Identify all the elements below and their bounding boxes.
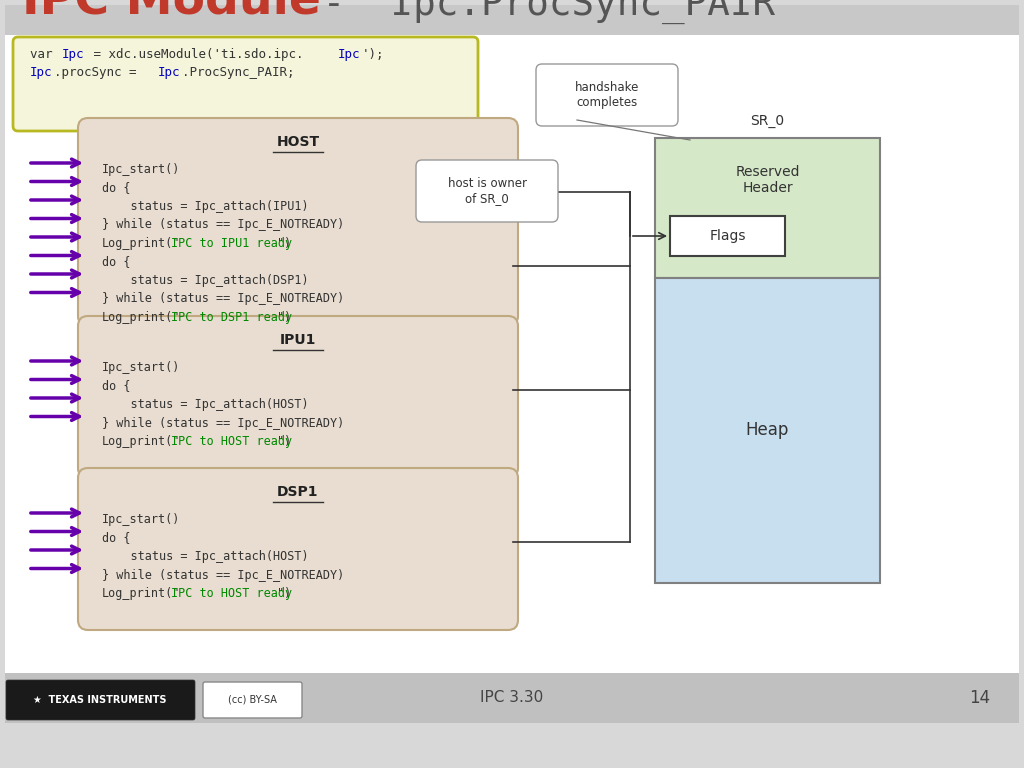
Text: 14: 14 [969, 689, 990, 707]
Text: Reserved
Header: Reserved Header [735, 165, 800, 195]
Text: "): ") [278, 311, 291, 324]
Text: status = Ipc_attach(IPU1): status = Ipc_attach(IPU1) [102, 200, 308, 213]
Text: Log_print(": Log_print(" [102, 587, 180, 600]
FancyBboxPatch shape [13, 37, 478, 131]
Bar [670, 216, 785, 256]
Text: } while (status == Ipc_E_NOTREADY): } while (status == Ipc_E_NOTREADY) [102, 568, 344, 581]
Text: Ipc: Ipc [338, 48, 360, 61]
Bar [5, 673, 1019, 723]
FancyBboxPatch shape [78, 468, 518, 630]
FancyBboxPatch shape [78, 316, 518, 478]
FancyBboxPatch shape [78, 118, 518, 326]
Text: host is owner
of SR_0: host is owner of SR_0 [447, 177, 526, 205]
Text: "): ") [278, 435, 291, 448]
Text: HOST: HOST [276, 135, 319, 149]
Text: ');: '); [362, 48, 384, 61]
Text: } while (status == Ipc_E_NOTREADY): } while (status == Ipc_E_NOTREADY) [102, 293, 344, 306]
Text: Log_print(": Log_print(" [102, 311, 180, 324]
Text: "): ") [278, 587, 291, 600]
Text: } while (status == Ipc_E_NOTREADY): } while (status == Ipc_E_NOTREADY) [102, 416, 344, 429]
Text: do {: do { [102, 181, 130, 194]
Text: IPC to HOST ready: IPC to HOST ready [171, 435, 292, 448]
Text: handshake
completes: handshake completes [574, 81, 639, 109]
Text: do {: do { [102, 531, 130, 545]
Text: IPC to DSP1 ready: IPC to DSP1 ready [171, 311, 292, 324]
Text: (cc) BY-SA: (cc) BY-SA [227, 695, 276, 705]
Text: ★  TEXAS INSTRUMENTS: ★ TEXAS INSTRUMENTS [33, 695, 167, 705]
Text: Ipc: Ipc [62, 48, 85, 61]
Text: status = Ipc_attach(DSP1): status = Ipc_attach(DSP1) [102, 274, 308, 287]
Bar [655, 278, 880, 583]
Text: IPC 3.30: IPC 3.30 [480, 690, 544, 706]
Text: Ipc: Ipc [30, 66, 52, 79]
Text: Ipc: Ipc [158, 66, 180, 79]
Text: .procSync =: .procSync = [54, 66, 144, 79]
FancyBboxPatch shape [536, 64, 678, 126]
Text: status = Ipc_attach(HOST): status = Ipc_attach(HOST) [102, 398, 308, 411]
Bar [5, 5, 1019, 35]
Text: -  Ipc.ProcSync_PAIR: - Ipc.ProcSync_PAIR [300, 0, 775, 24]
Text: Log_print(": Log_print(" [102, 435, 180, 448]
FancyBboxPatch shape [6, 680, 195, 720]
Text: Log_print(": Log_print(" [102, 237, 180, 250]
Text: "): ") [278, 237, 291, 250]
Text: = xdc.useModule('ti.sdo.ipc.: = xdc.useModule('ti.sdo.ipc. [86, 48, 303, 61]
Text: IPC to HOST ready: IPC to HOST ready [171, 587, 292, 600]
FancyBboxPatch shape [203, 682, 302, 718]
Text: var: var [30, 48, 60, 61]
Bar [655, 138, 880, 278]
Text: do {: do { [102, 256, 130, 269]
FancyBboxPatch shape [416, 160, 558, 222]
Text: SR_0: SR_0 [751, 114, 784, 128]
Text: IPU1: IPU1 [280, 333, 316, 347]
Text: } while (status == Ipc_E_NOTREADY): } while (status == Ipc_E_NOTREADY) [102, 219, 344, 231]
Text: status = Ipc_attach(HOST): status = Ipc_attach(HOST) [102, 550, 308, 563]
Text: DSP1: DSP1 [278, 485, 318, 499]
Text: Ipc_start(): Ipc_start() [102, 361, 180, 374]
Text: Ipc_start(): Ipc_start() [102, 163, 180, 176]
Text: Flags: Flags [710, 229, 745, 243]
Text: IPC Module: IPC Module [22, 0, 321, 24]
Text: Ipc_start(): Ipc_start() [102, 513, 180, 526]
Text: Heap: Heap [745, 422, 790, 439]
Text: .ProcSync_PAIR;: .ProcSync_PAIR; [182, 66, 295, 79]
Text: IPC to IPU1 ready: IPC to IPU1 ready [171, 237, 292, 250]
Text: do {: do { [102, 379, 130, 392]
